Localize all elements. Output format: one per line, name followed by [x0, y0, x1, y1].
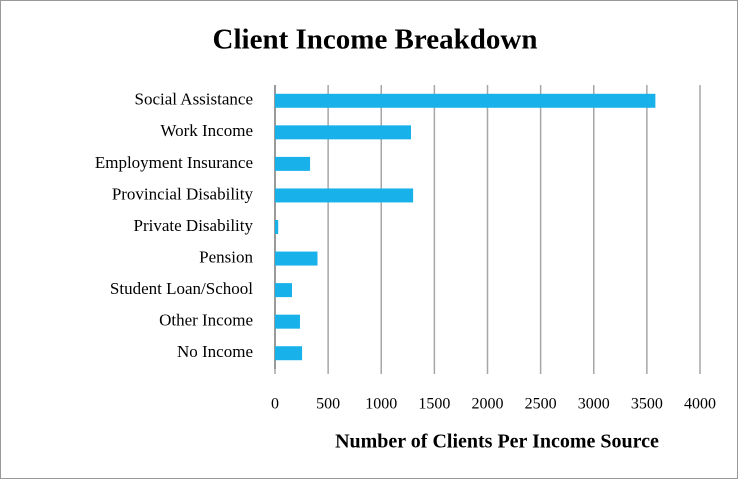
y-tick-label: Other Income [159, 311, 253, 330]
x-tick-label: 500 [316, 396, 340, 413]
y-tick-label: Provincial Disability [112, 184, 254, 203]
bar [275, 93, 656, 108]
chart-title: Client Income Breakdown [213, 24, 538, 56]
bar [275, 125, 411, 140]
bar [275, 283, 292, 298]
y-tick-label: Social Assistance [134, 90, 253, 109]
y-tick-label: Employment Insurance [95, 153, 253, 172]
y-tick-label: No Income [177, 342, 253, 361]
bar [275, 220, 279, 234]
x-tick-label: 3500 [631, 396, 663, 413]
x-tick-label: 2500 [525, 396, 557, 413]
x-tick-label: 1000 [365, 396, 397, 413]
x-tick-label: 4000 [684, 396, 716, 413]
bar [275, 314, 300, 329]
y-tick-label: Work Income [160, 121, 253, 140]
bar [275, 188, 414, 203]
x-tick-label: 1500 [418, 396, 450, 413]
y-tick-label: Private Disability [134, 216, 254, 235]
x-tick-label: 0 [271, 396, 279, 413]
bar [275, 156, 311, 171]
bar [275, 251, 318, 266]
x-tick-label: 2000 [472, 396, 504, 413]
y-tick-label: Student Loan/School [110, 279, 253, 298]
bar [275, 346, 303, 361]
x-axis-label: Number of Clients Per Income Source [335, 431, 659, 453]
x-tick-label: 3000 [578, 396, 610, 413]
y-tick-label: Pension [199, 247, 253, 266]
